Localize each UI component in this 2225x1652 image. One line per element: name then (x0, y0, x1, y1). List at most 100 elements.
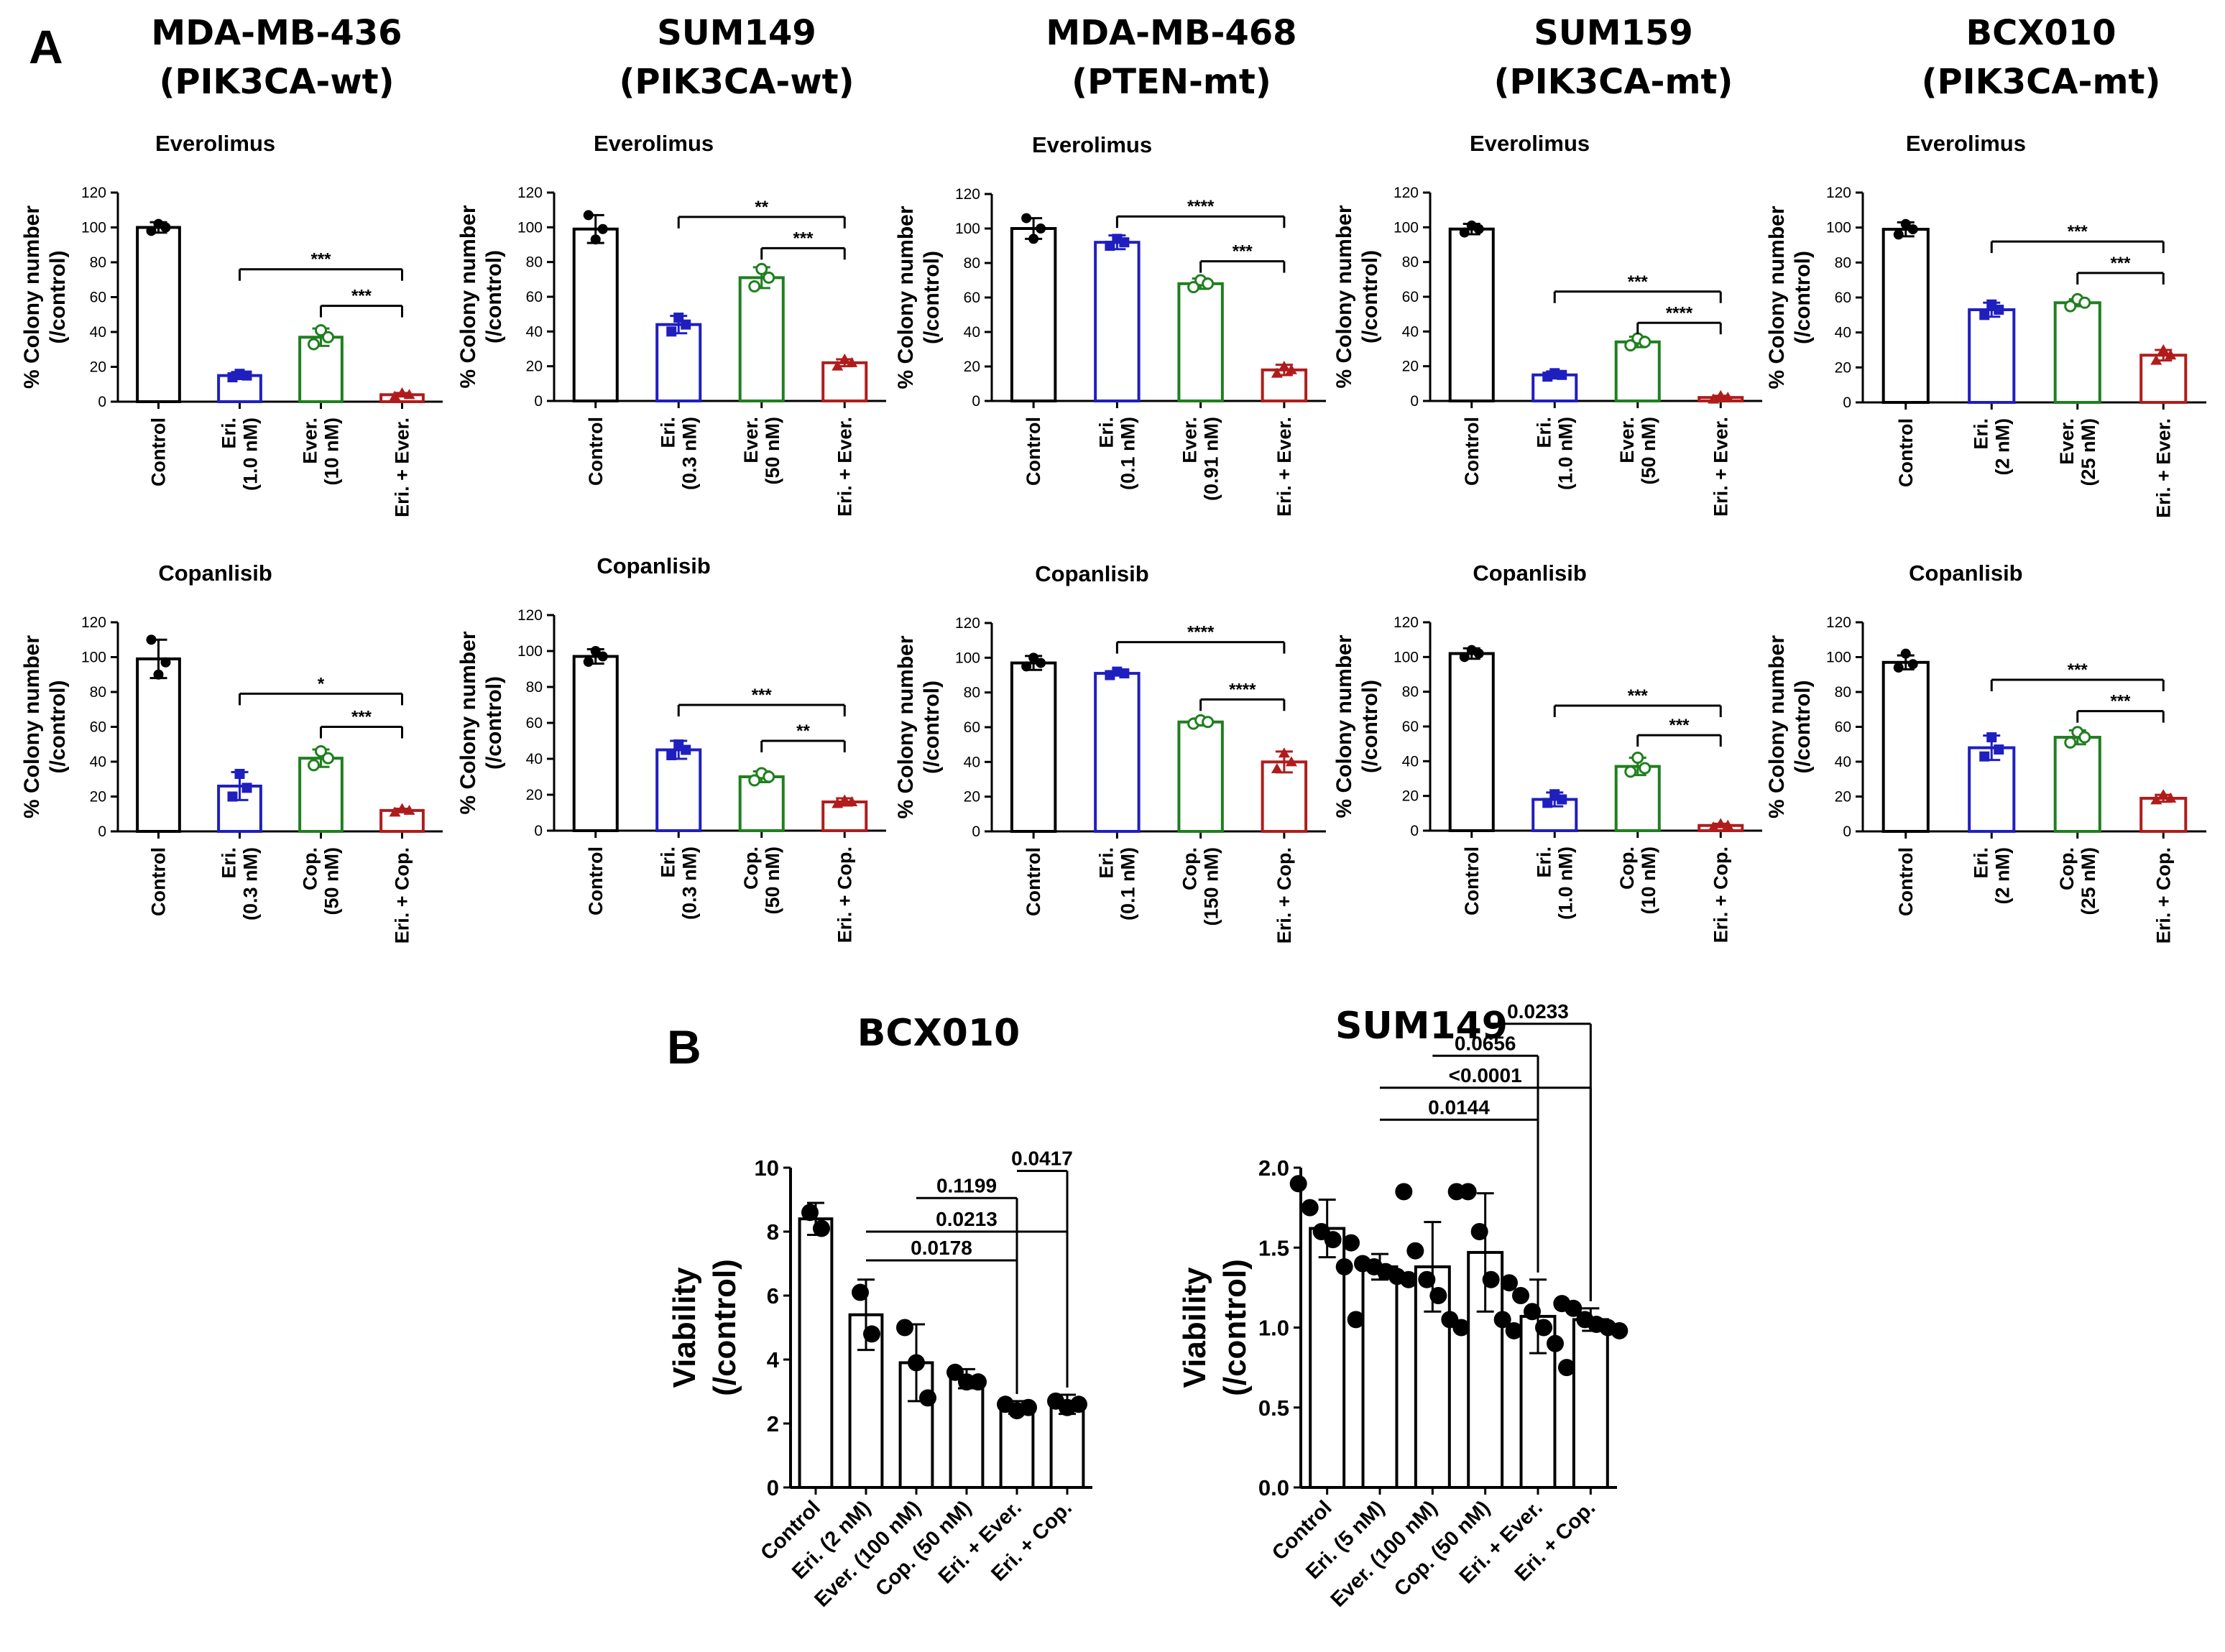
data-point (2165, 349, 2177, 360)
data-point (396, 803, 408, 813)
data-point (1406, 1242, 1424, 1260)
data-point (1994, 744, 2004, 755)
category-label: Eri. + Cop. (392, 847, 413, 943)
y-tick-label: 80 (1835, 254, 1851, 271)
data-point (1722, 392, 1734, 402)
data-point (1900, 218, 1911, 229)
y-tick-label: 0 (767, 1475, 779, 1500)
y-axis-label-line: % Colony number (456, 631, 480, 814)
data-point (666, 750, 677, 760)
category-label: Cop.(25 nM) (2056, 847, 2099, 915)
category-label: Eri.(1.0 nM) (1533, 417, 1576, 490)
data-point (1070, 1395, 1087, 1413)
bar (999, 1406, 1035, 1489)
data-point (2157, 789, 2170, 800)
y-tick-label: 100 (1826, 650, 1851, 666)
data-point (1036, 657, 1046, 668)
bar (1572, 1318, 1609, 1489)
category-label-line: Control (1023, 417, 1044, 486)
data-point (1324, 1231, 1342, 1249)
category-label-line: (50 nM) (762, 417, 783, 485)
y-tick-label: 120 (81, 185, 106, 201)
significance-label: *** (310, 250, 331, 269)
y-tick-label: 0 (98, 394, 106, 410)
data-point (583, 657, 594, 667)
data-point (1986, 732, 1997, 743)
chart-title: Everolimus (155, 131, 275, 156)
data-point (322, 752, 334, 765)
data-point (1285, 756, 1297, 767)
data-point (681, 744, 691, 755)
data-point (1278, 747, 1290, 758)
significance-label: **** (1229, 680, 1256, 699)
category-label-line: Eri. + Cop. (392, 847, 413, 943)
significance-label: **** (1666, 303, 1693, 323)
y-tick-label: 1.5 (1258, 1235, 1289, 1260)
y-axis-label: % Colony number (/control) (20, 206, 70, 389)
data-point (1565, 1299, 1583, 1317)
data-point (1524, 1303, 1541, 1321)
y-axis-label-line: (/control) (1791, 251, 1815, 344)
category-label-line: Eri. (657, 846, 678, 878)
data-point (1301, 1199, 1319, 1217)
category-label: Ever.(25 nM) (2056, 418, 2099, 486)
category-label-line: Eri. (1095, 847, 1117, 879)
category-label-line: Cop. (300, 847, 321, 890)
data-point (308, 759, 320, 772)
y-tick-label: 100 (1393, 219, 1419, 236)
y-tick-label: 80 (526, 679, 543, 696)
chart-a-mda468-ever: 0 20 40 60 80 100 120 % Colony number (/control)… (894, 132, 1326, 517)
category-label-line: (25 nM) (2078, 847, 2099, 915)
significance-label: ** (755, 198, 768, 217)
category-label-line: (0.1 nM) (1117, 417, 1138, 490)
data-point (896, 1319, 913, 1337)
data-point (801, 1204, 819, 1222)
y-tick-label: 100 (1826, 220, 1851, 236)
data-point (1715, 818, 1727, 829)
header-status-1: (PIK3CA-wt) (159, 62, 394, 102)
bar (1177, 282, 1224, 402)
y-tick-label: 120 (1826, 614, 1851, 631)
data-point (2064, 300, 2077, 313)
data-point (1907, 659, 1918, 670)
data-point (597, 651, 608, 662)
category-label-line: Ever. (300, 417, 321, 464)
data-point (2150, 354, 2162, 365)
bar (798, 1217, 834, 1489)
data-point (590, 646, 601, 656)
category-label: Eri.(0.1 nM) (1095, 847, 1138, 920)
significance-label: 0.0233 (1507, 1000, 1569, 1023)
chart-a-bcx010-ever: 0 20 40 60 80 100 120 % Colony number (/control)… (1765, 131, 2206, 518)
category-label-line: Cop. (2056, 847, 2078, 890)
y-tick-label: 120 (955, 186, 980, 203)
y-tick-label: 40 (1402, 753, 1419, 770)
data-point (1611, 1321, 1629, 1339)
y-tick-label: 20 (90, 789, 106, 806)
data-point (1979, 310, 1990, 320)
y-axis-label-line: % Colony number (1332, 205, 1356, 388)
data-point (1036, 223, 1046, 234)
data-point (1187, 281, 1200, 294)
category-label-line: (1.0 nM) (240, 417, 262, 491)
bar (1448, 227, 1495, 402)
y-tick-label: 80 (1402, 254, 1419, 271)
chart-a-sum159-cop: 0 20 40 60 80 100 120 % Colony number (/control)… (1332, 560, 1762, 943)
category-label-line: (10 nM) (1638, 846, 1659, 915)
y-tick-label: 80 (1835, 684, 1851, 701)
data-point (1202, 716, 1215, 729)
data-point (1271, 763, 1283, 773)
category-label-line: Eri. + Cop. (1710, 846, 1731, 943)
data-point (1028, 652, 1039, 663)
data-point (763, 770, 775, 783)
y-axis-label-line: % Colony number (894, 206, 918, 389)
y-tick-label: 20 (1835, 359, 1851, 376)
y-axis-label-line: % Colony number (894, 635, 918, 818)
data-point (748, 280, 761, 292)
y-tick-label: 40 (964, 324, 980, 341)
category-label: Cop.(150 nM) (1179, 847, 1222, 926)
data-point (403, 804, 415, 815)
data-point (1557, 369, 1567, 380)
data-point (1482, 1270, 1500, 1288)
data-point (2078, 296, 2091, 309)
category-label-line: (10 nM) (321, 417, 343, 486)
